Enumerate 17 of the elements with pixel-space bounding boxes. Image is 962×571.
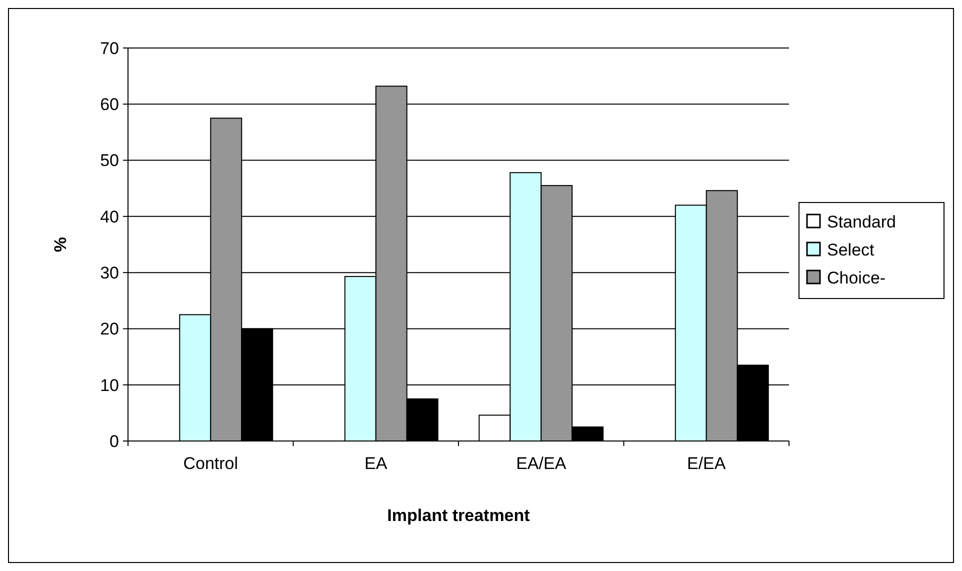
x-tick-label: EA bbox=[364, 454, 388, 473]
y-tick-label: 0 bbox=[110, 432, 119, 451]
legend-label: Standard bbox=[827, 212, 896, 232]
y-tick-label: 70 bbox=[100, 38, 119, 58]
y-tick-label: 10 bbox=[100, 376, 119, 395]
legend-label: Choice- bbox=[827, 268, 886, 288]
x-tick-label: EA/EA bbox=[516, 454, 567, 473]
y-tick-label: 60 bbox=[100, 95, 119, 114]
y-tick-label: 40 bbox=[100, 207, 119, 226]
y-tick-label: 20 bbox=[100, 320, 119, 339]
y-axis-title: % bbox=[51, 236, 70, 252]
x-axis-title: Implant treatment bbox=[387, 506, 530, 525]
x-tick-label: E/EA bbox=[687, 454, 726, 473]
y-tick-label: 30 bbox=[100, 264, 119, 283]
y-tick-label: 50 bbox=[100, 151, 119, 170]
x-tick-label: Control bbox=[183, 454, 238, 473]
legend-label: Select bbox=[827, 240, 875, 260]
